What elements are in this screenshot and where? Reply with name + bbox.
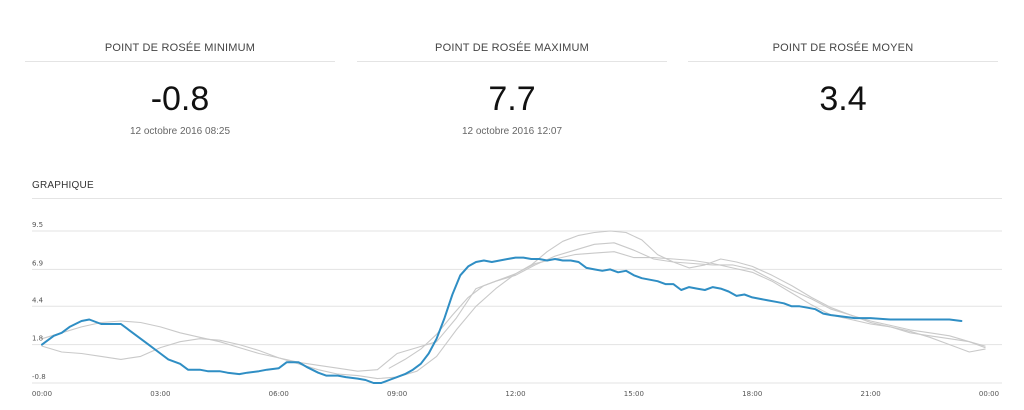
stat-maximum-divider: [357, 61, 667, 62]
chart-section-divider: [32, 198, 1002, 199]
stat-minimum-title: POINT DE ROSÉE MINIMUM: [104, 42, 256, 54]
x-tick-label: 00:00: [32, 390, 52, 398]
stat-maximum-date: 12 octobre 2016 12:07: [461, 126, 563, 137]
x-tick-label: 09:00: [387, 390, 407, 398]
y-tick-label: -0.8: [32, 373, 46, 381]
stat-minimum-date: 12 octobre 2016 08:25: [129, 126, 231, 137]
x-tick-label: 15:00: [624, 390, 644, 398]
stat-average-value: 3.4: [819, 80, 867, 118]
y-tick-label: 6.9: [32, 259, 43, 267]
series-line-1: [41, 242, 986, 372]
stat-maximum-title: POINT DE ROSÉE MAXIMUM: [435, 42, 589, 54]
y-tick-label: 9.5: [32, 221, 43, 229]
stat-minimum-value: -0.8: [150, 80, 210, 118]
chart-section-title: GRAPHIQUE: [32, 180, 94, 191]
stat-maximum-value: 7.7: [488, 80, 536, 118]
x-tick-label: 06:00: [269, 390, 289, 398]
y-tick-label: 4.4: [32, 296, 44, 304]
series-line-current: [41, 256, 963, 384]
x-tick-label: 00:00: [979, 390, 999, 398]
stat-average-divider: [688, 61, 998, 62]
dew-point-chart: -0.8 1.8 4.4 6.9 9.5 00:00 03:00 06:00 09:00 12:0…: [32, 221, 1002, 398]
x-tick-label: 18:00: [742, 390, 762, 398]
stat-average-title: POINT DE ROSÉE MOYEN: [772, 42, 914, 54]
x-tick-label: 12:00: [505, 390, 525, 398]
series-line-2: [41, 251, 986, 380]
x-tick-label: 03:00: [150, 390, 170, 398]
stat-minimum-divider: [25, 61, 335, 62]
series-line-3: [388, 230, 986, 369]
x-tick-label: 21:00: [861, 390, 881, 398]
y-tick-label: 1.8: [32, 335, 43, 343]
